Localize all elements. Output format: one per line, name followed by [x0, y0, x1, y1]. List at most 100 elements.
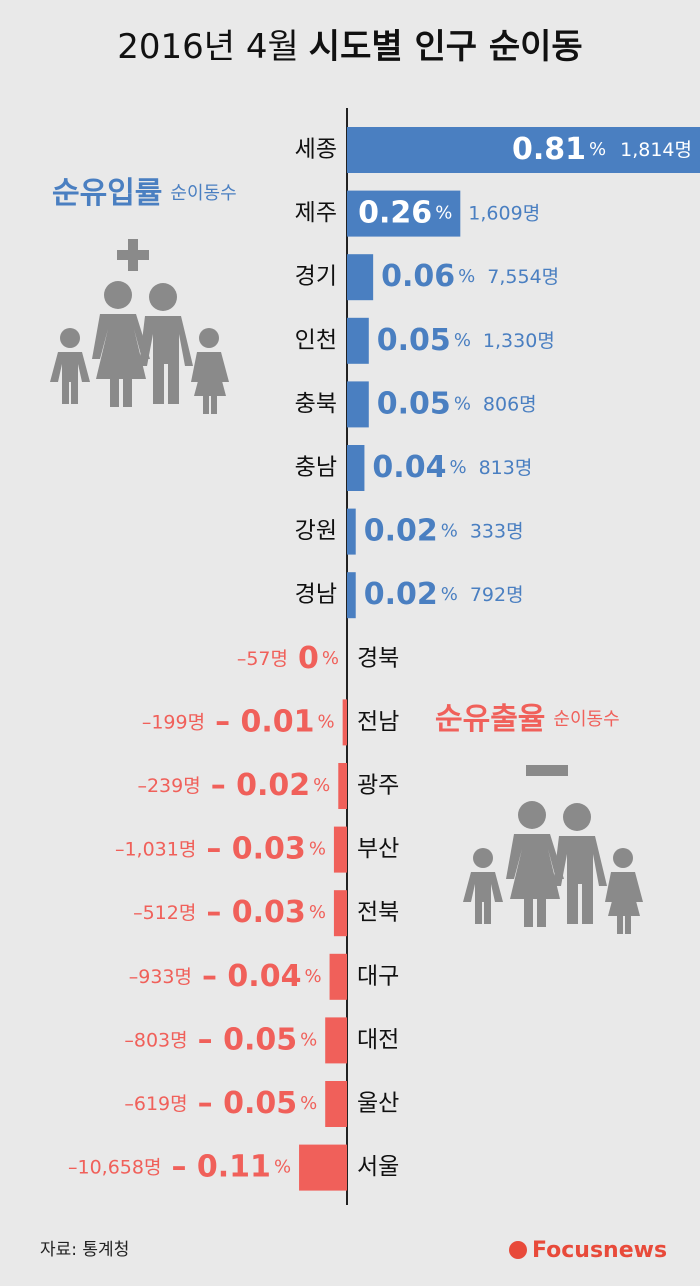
brand: Focusnews — [532, 1238, 667, 1263]
value-label: –239명 – 0.02% — [137, 768, 330, 803]
value-number: 0.26 — [358, 195, 432, 230]
value-number: – 0.11 — [171, 1149, 270, 1184]
legend-title: 순유출율 — [435, 702, 545, 737]
count-label: 1,609명 — [468, 202, 540, 224]
count-label: –239명 — [137, 775, 200, 797]
legend-subtitle: 순이동수 — [170, 183, 236, 204]
value-unit: % — [309, 902, 326, 923]
count-label: 1,330명 — [483, 329, 555, 351]
value-number: 0.05 — [377, 386, 451, 421]
value-unit: % — [322, 648, 339, 669]
category-label: 전북 — [357, 900, 399, 926]
value-label: 1,609명 — [468, 202, 540, 224]
value-label: 0.05% 806명 — [377, 386, 537, 421]
title-part: 2016년 4월 — [117, 27, 299, 67]
category-label: 경북 — [357, 645, 399, 671]
category-label: 충북 — [295, 391, 337, 417]
bar — [333, 826, 347, 873]
value-label: 0.81% 1,814명 — [512, 132, 692, 167]
value-label: –933명 – 0.04% — [129, 958, 322, 993]
value-unit: % — [441, 584, 458, 605]
value-label: –803명 – 0.05% — [124, 1022, 317, 1057]
count-label: 792명 — [470, 584, 524, 606]
value-label: –1,031명 – 0.03% — [115, 831, 326, 866]
bar — [347, 508, 356, 555]
bar — [325, 1081, 347, 1127]
category-label: 충남 — [295, 455, 337, 481]
count-label: 806명 — [483, 393, 537, 415]
value-label: 0.02% 333명 — [364, 513, 524, 548]
count-label: 7,554명 — [487, 266, 559, 288]
bar — [299, 1144, 347, 1191]
category-label: 제주 — [295, 200, 337, 226]
category-label: 경남 — [295, 582, 337, 608]
category-label: 서울 — [357, 1154, 399, 1180]
value-label: 0.04% 813명 — [372, 450, 532, 485]
value-unit: % — [441, 521, 458, 542]
value-unit: % — [304, 966, 321, 987]
source: 자료: 통계청 — [40, 1240, 129, 1260]
value-number: – 0.03 — [206, 831, 305, 866]
count-label: –512명 — [133, 902, 196, 924]
value-unit: % — [309, 839, 326, 860]
count-label: –933명 — [129, 965, 192, 987]
category-label: 광주 — [357, 773, 399, 799]
bar — [347, 381, 369, 428]
value-unit: % — [313, 775, 330, 796]
value-label: 0.06% 7,554명 — [381, 259, 559, 294]
category-label: 대전 — [357, 1027, 399, 1053]
count-label: –803명 — [124, 1029, 187, 1051]
value-label: –10,658명 – 0.11% — [68, 1149, 291, 1184]
value-label: –512명 – 0.03% — [133, 895, 326, 930]
bar — [347, 127, 700, 173]
category-label: 세종 — [295, 137, 337, 163]
category-label: 부산 — [357, 836, 399, 862]
value-unit: % — [318, 711, 335, 732]
category-label: 대구 — [357, 963, 399, 989]
bar — [333, 890, 347, 937]
legend-inflow: 순유입률 순이동수 — [52, 176, 237, 211]
count-label: –57명 — [237, 647, 288, 669]
value-unit: % — [449, 457, 466, 478]
value-unit: % — [454, 330, 471, 351]
bar — [347, 254, 374, 301]
count-label: –10,658명 — [68, 1156, 161, 1178]
value-number: – 0.05 — [198, 1086, 297, 1121]
count-label: –1,031명 — [115, 838, 196, 860]
count-label: 813명 — [479, 457, 533, 479]
bar — [347, 190, 461, 237]
value-unit: % — [589, 139, 606, 160]
chart-title: 2016년 4월 시도별 인구 순이동 — [117, 27, 582, 67]
value-label: –199명 – 0.01% — [142, 704, 335, 739]
bar — [325, 1017, 347, 1064]
value-number: 0.04 — [372, 450, 446, 485]
value-unit: % — [300, 1029, 317, 1050]
bar — [329, 953, 347, 1000]
value-number: 0.02 — [364, 513, 438, 548]
value-label: 0.05% 1,330명 — [377, 322, 555, 357]
value-number: 0.06 — [381, 259, 455, 294]
legend-outflow: 순유출율 순이동수 — [435, 702, 620, 737]
bar — [347, 572, 356, 619]
bar — [338, 763, 347, 809]
value-unit: % — [454, 393, 471, 414]
category-label: 전남 — [357, 709, 399, 735]
value-number: 0.02 — [364, 577, 438, 612]
value-number: 0 — [298, 640, 319, 675]
value-number: 0.81 — [512, 132, 586, 167]
value-number: – 0.04 — [202, 958, 301, 993]
category-label: 울산 — [357, 1091, 399, 1117]
category-label: 인천 — [295, 327, 337, 353]
value-unit: % — [274, 1157, 291, 1178]
bar — [342, 699, 347, 746]
value-number: – 0.03 — [206, 895, 305, 930]
value-number: 0.05 — [377, 322, 451, 357]
legend-title: 순유입률 — [52, 176, 162, 211]
value-number: – 0.01 — [215, 704, 314, 739]
legend-subtitle: 순이동수 — [553, 709, 619, 730]
value-label: –619명 – 0.05% — [124, 1086, 317, 1121]
category-label: 강원 — [295, 518, 337, 544]
value-number: – 0.02 — [211, 768, 310, 803]
